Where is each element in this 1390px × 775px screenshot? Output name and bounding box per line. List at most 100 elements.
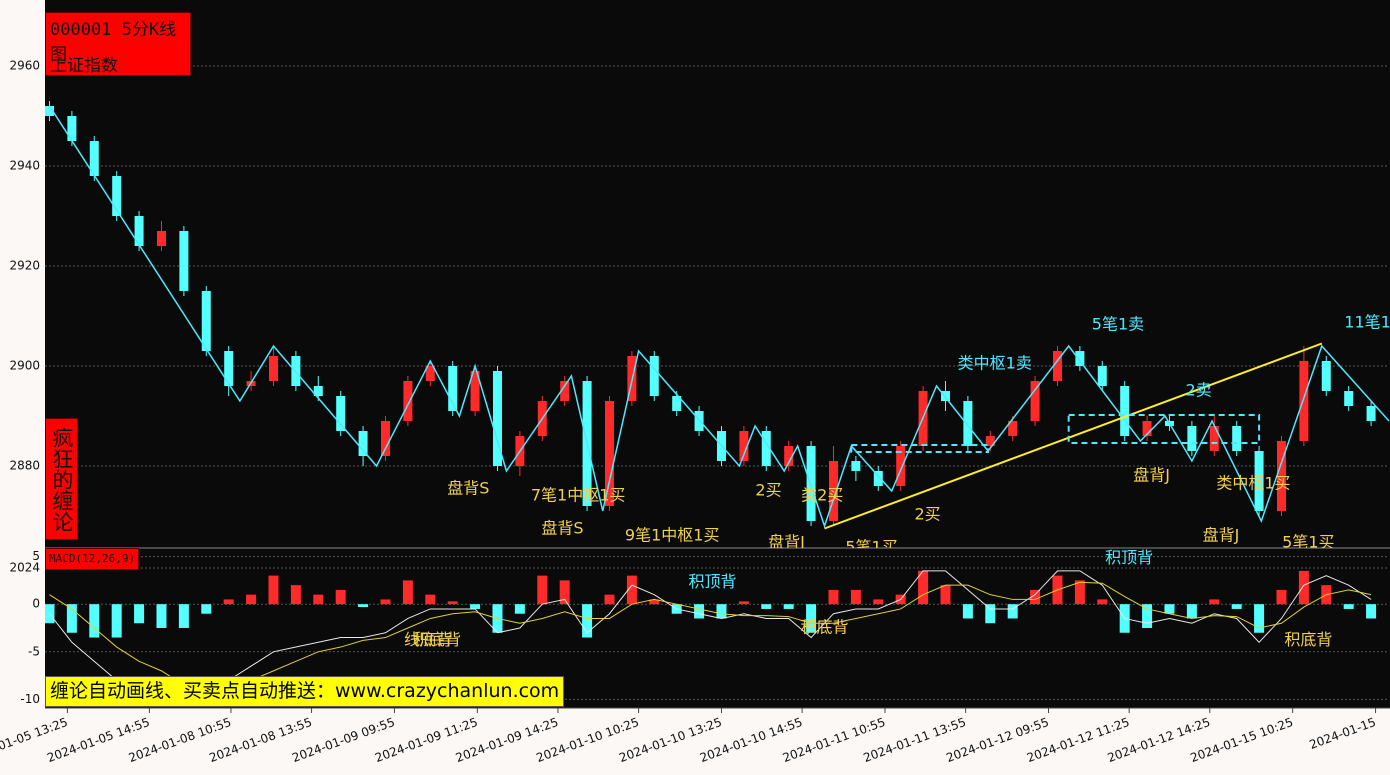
macd-bar: [1298, 570, 1309, 605]
annotation: 积底背: [801, 618, 849, 637]
candle-body: [179, 231, 189, 291]
bi-line: [48, 105, 1390, 529]
zhongshu-box: [850, 444, 990, 453]
macd-bar: [850, 589, 861, 605]
annotation: 11笔1中: [1344, 313, 1390, 332]
candle-body: [1209, 426, 1219, 451]
macd-bar: [313, 594, 324, 605]
macd-bar: [738, 601, 749, 605]
annotation: 9笔1中枢1买: [625, 526, 720, 545]
candle-body: [403, 381, 413, 421]
header-box: 000001 5分K线图 上证指数: [45, 12, 191, 76]
annotation: 积顶背: [1105, 548, 1153, 567]
candle-body: [1075, 351, 1085, 366]
macd-bar: [1097, 599, 1108, 605]
macd-bar: [1254, 604, 1265, 633]
annotation: 类中枢1卖: [958, 354, 1032, 373]
macd-bar: [402, 580, 413, 605]
candle-body: [380, 421, 390, 456]
annotation: 类2买: [801, 486, 843, 505]
annotation: 盘背S: [541, 519, 583, 538]
annotation: 盘背S: [447, 479, 489, 498]
macd-bar: [873, 599, 884, 605]
macd-bar: [604, 594, 615, 605]
candle-body: [67, 116, 77, 141]
macd-bar: [1074, 580, 1085, 605]
annotation: 线底背: [404, 630, 452, 649]
macd-bar: [1366, 604, 1377, 619]
y-tick-label: 2940: [9, 159, 40, 173]
macd-bar: [806, 604, 817, 633]
macd-line: [49, 570, 1372, 705]
candle-body: [1299, 361, 1309, 441]
annotation: 7笔1中枢1买: [531, 486, 626, 505]
candle-body: [156, 231, 166, 246]
macd-bar: [66, 604, 77, 633]
y-tick-label: -5: [28, 644, 40, 658]
macd-bar: [89, 604, 100, 638]
candle-body: [492, 371, 502, 466]
candle-body: [761, 431, 771, 466]
candle-body: [985, 436, 995, 446]
side-label: 疯狂的缠论: [45, 418, 78, 540]
macd-bar: [134, 604, 145, 624]
candle-body: [224, 351, 234, 386]
y-tick-label: 5: [32, 549, 40, 563]
y-tick-label: -10: [20, 692, 40, 706]
annotation: 5笔1卖: [1092, 315, 1144, 334]
candle-body: [89, 141, 99, 176]
macd-bar: [1164, 604, 1175, 614]
y-tick-label: 2960: [9, 59, 40, 73]
macd-bar: [1231, 604, 1242, 609]
candle-body: [1120, 386, 1130, 436]
annotation: 盘背J: [768, 533, 805, 552]
macd-label: MACD(12,26,9): [45, 548, 140, 570]
trend-line: [824, 342, 1323, 530]
candle-body: [828, 461, 838, 521]
macd-bar: [828, 589, 839, 605]
y-tick-label: 2920: [9, 259, 40, 273]
candle-body: [1254, 451, 1264, 511]
candle-body: [470, 371, 480, 411]
macd-bar: [559, 580, 570, 605]
chart-subtitle: 上证指数: [50, 56, 118, 76]
candle-body: [672, 396, 682, 411]
annotation: 积底背: [1284, 630, 1332, 649]
macd-bar: [246, 594, 257, 605]
macd-bar: [223, 599, 234, 605]
candle-body: [560, 381, 570, 401]
candle-body: [1187, 426, 1197, 451]
y-tick-label: 2880: [9, 459, 40, 473]
annotation: 5笔1买: [845, 538, 897, 557]
y-tick-label: 2024: [9, 561, 40, 575]
candle-body: [851, 461, 861, 471]
macd-bar: [178, 604, 189, 628]
annotation: 盘背J: [1133, 466, 1170, 485]
macd-bar: [649, 599, 660, 605]
macd-bar: [425, 594, 436, 605]
macd-bar: [716, 604, 727, 619]
macd-bar: [335, 589, 346, 605]
macd-bar: [783, 604, 794, 609]
macd-bar: [358, 604, 369, 608]
annotation: 盘背J: [1203, 526, 1240, 545]
candle-body: [1321, 361, 1331, 391]
candle-body: [1030, 381, 1040, 421]
candle-body: [806, 446, 816, 521]
candle-body: [425, 366, 435, 381]
annotation: 积底背: [413, 630, 461, 649]
macd-bar: [111, 604, 122, 638]
macd-bar: [470, 604, 481, 609]
macd-bar: [380, 599, 391, 605]
macd-bar: [694, 604, 705, 619]
macd-line: [49, 581, 1372, 691]
candle-body: [1052, 351, 1062, 381]
candle-body: [963, 401, 973, 446]
y-tick-label: 2900: [9, 359, 40, 373]
candle-body: [649, 356, 659, 396]
candle-body: [739, 431, 749, 461]
macd-bar: [1276, 589, 1287, 605]
macd-bar: [156, 604, 167, 628]
